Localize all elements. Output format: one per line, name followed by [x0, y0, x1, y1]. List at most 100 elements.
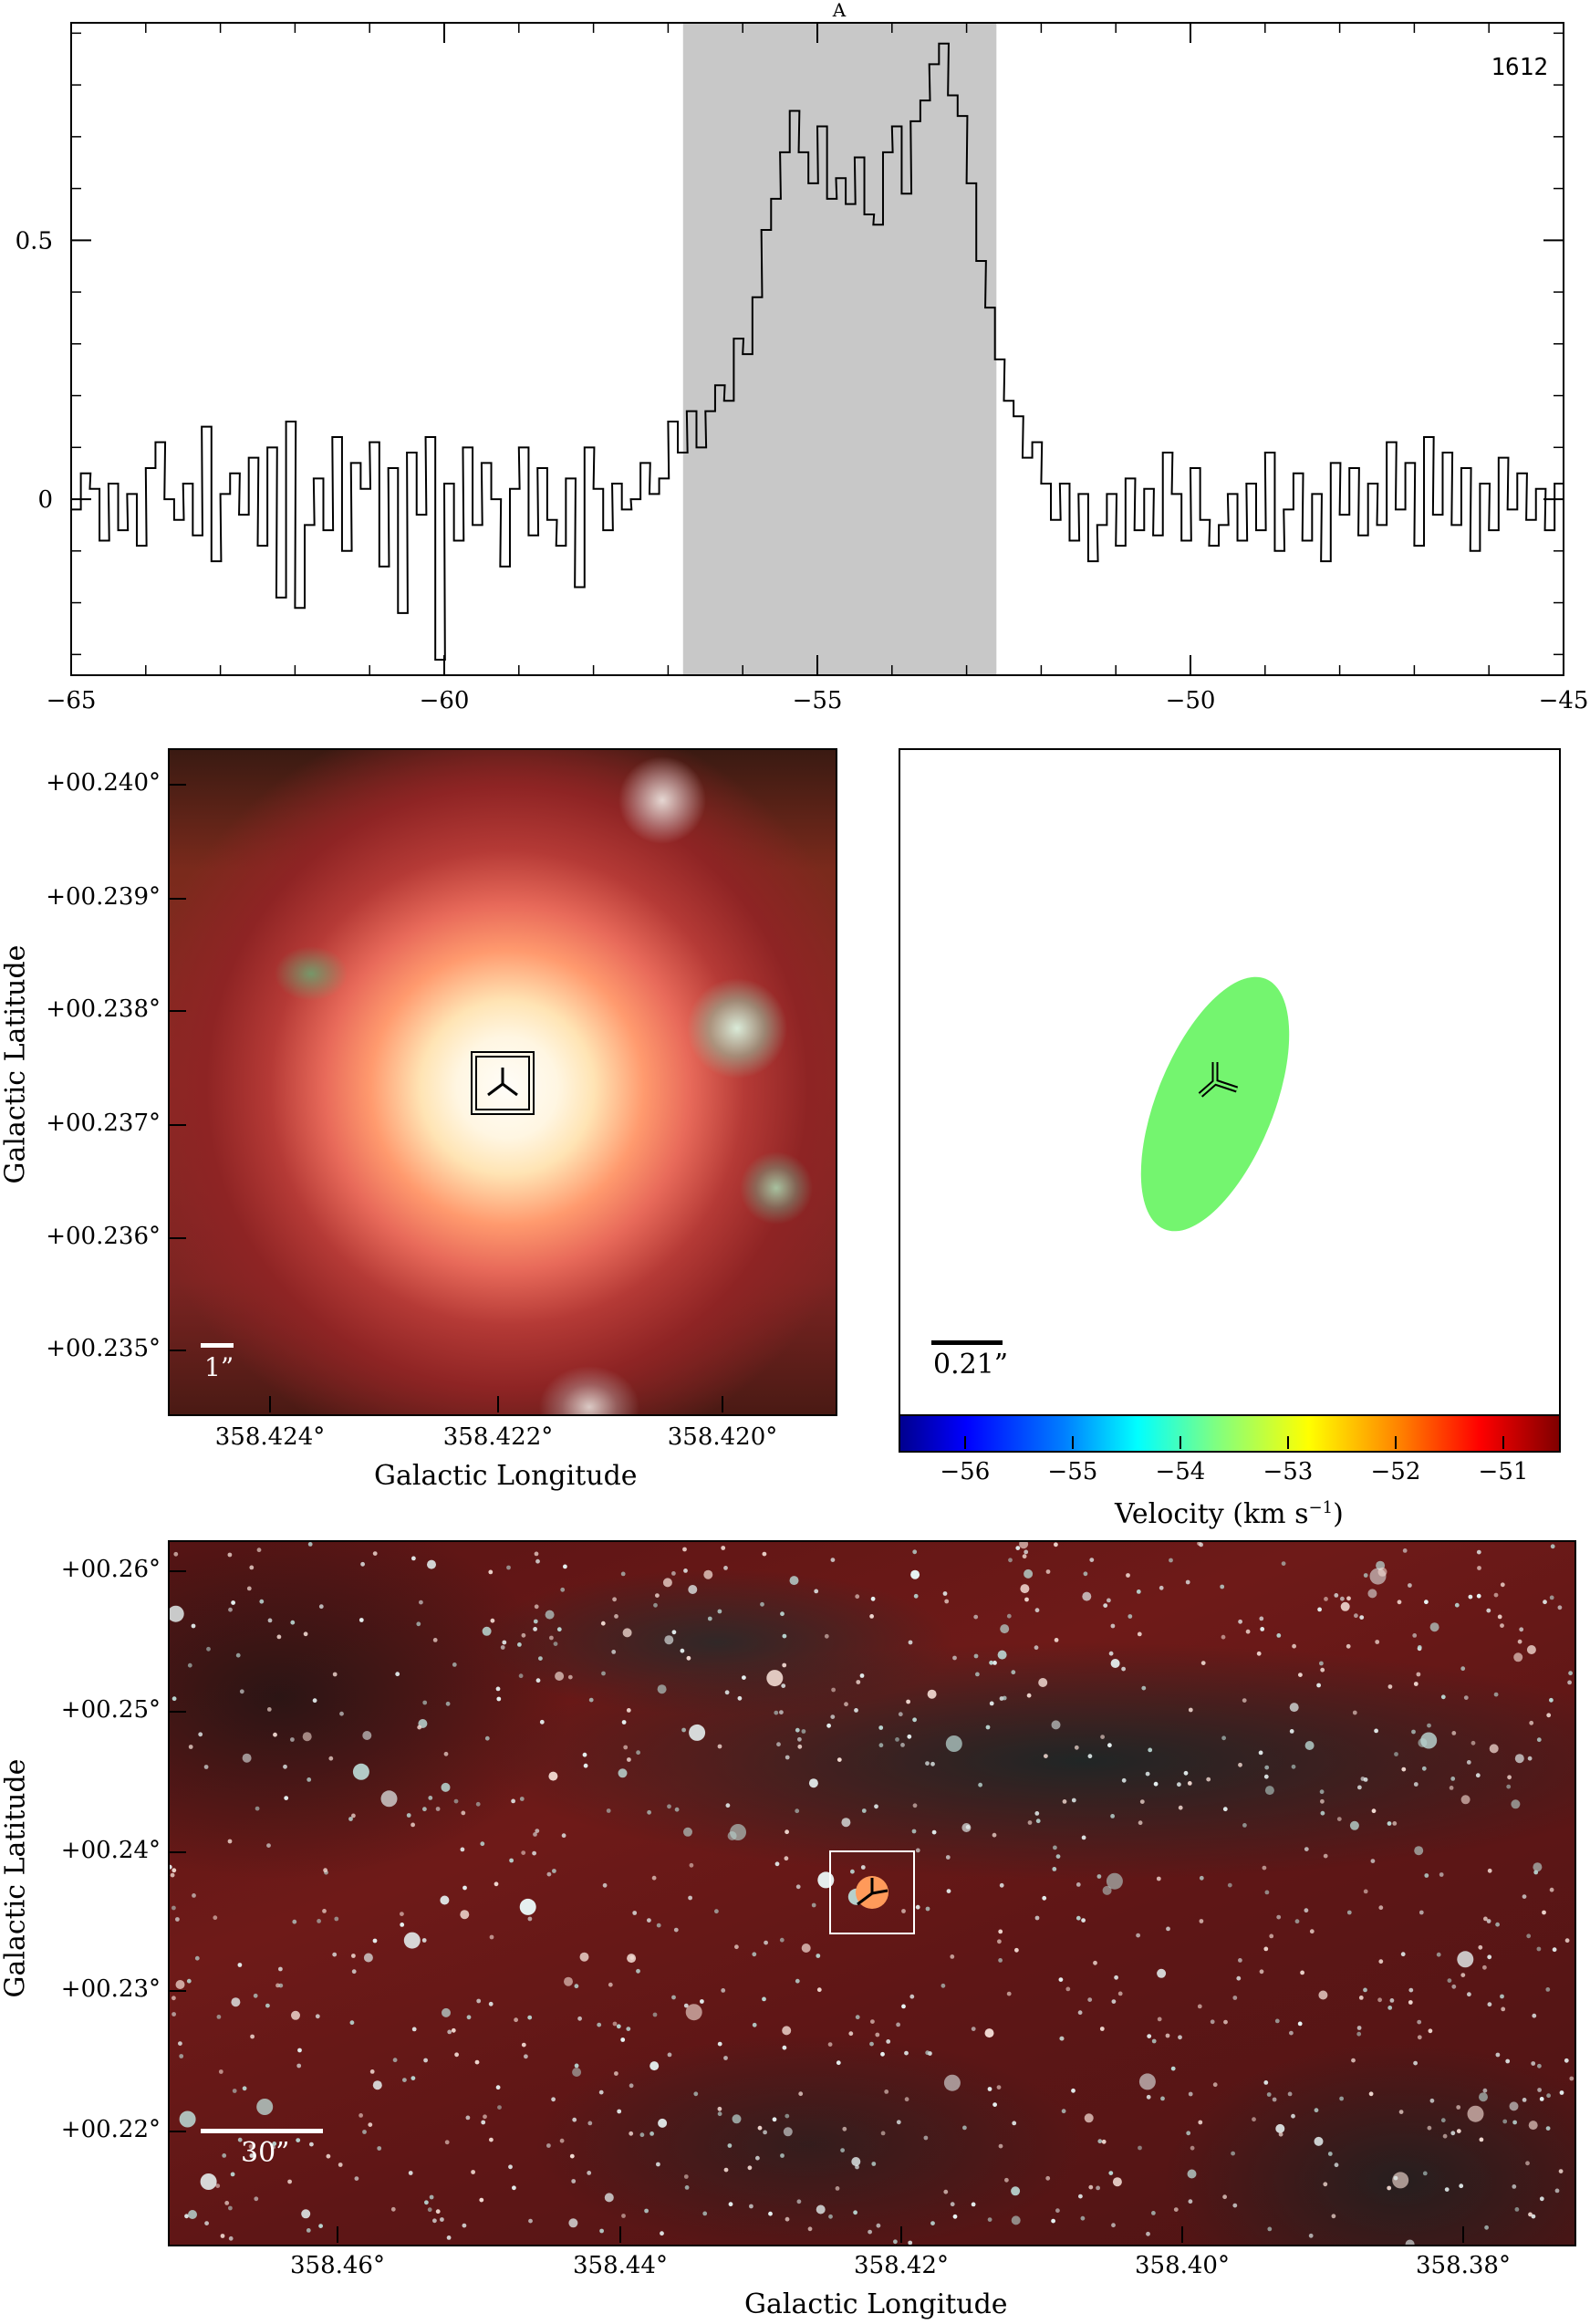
star	[1011, 2186, 1021, 2196]
star	[1166, 1926, 1170, 1932]
star	[255, 1806, 260, 1811]
star	[616, 2024, 621, 2029]
star	[483, 2114, 487, 2120]
star	[323, 1868, 327, 1873]
star	[1450, 1777, 1456, 1781]
colorbar-tick-label: −52	[1370, 1458, 1421, 1485]
star	[242, 1753, 252, 1763]
star	[206, 1646, 211, 1652]
star	[854, 1708, 858, 1713]
star	[460, 1910, 470, 1920]
star	[898, 1712, 903, 1717]
star	[1323, 2182, 1328, 2187]
star	[1468, 1594, 1473, 1600]
star	[1291, 1764, 1296, 1769]
star	[1304, 1908, 1309, 1913]
star	[471, 2170, 475, 2174]
star	[1482, 1964, 1487, 1970]
star	[1394, 1752, 1398, 1756]
star	[422, 1700, 428, 1705]
star	[652, 2012, 658, 2017]
star	[1401, 1766, 1407, 1772]
star	[1051, 2218, 1055, 2224]
star	[213, 1915, 218, 1921]
star	[1358, 1996, 1364, 2000]
star	[248, 2144, 254, 2149]
star	[514, 2017, 518, 2023]
star	[1408, 1583, 1412, 1588]
star	[200, 2173, 217, 2190]
colorbar-tick-label: −51	[1478, 1458, 1529, 1485]
star	[1157, 1968, 1167, 1978]
star	[1320, 1798, 1325, 1804]
star	[587, 2171, 592, 2175]
star	[377, 2146, 382, 2151]
star	[1110, 1623, 1116, 1629]
x-tick-label: 358.422°	[442, 1423, 554, 1451]
star	[1087, 1754, 1093, 1759]
star	[1454, 1602, 1460, 1608]
star	[667, 1804, 671, 1809]
star	[614, 1614, 618, 1619]
star	[460, 1847, 465, 1852]
star	[644, 2208, 649, 2214]
star	[1512, 2120, 1517, 2125]
star	[830, 1558, 836, 1562]
colorbar	[899, 1414, 1561, 1453]
star	[479, 2197, 484, 2203]
star	[1356, 2031, 1362, 2037]
velocity-ellipse	[1140, 976, 1290, 1232]
star	[1038, 1678, 1048, 1687]
x-tick	[619, 2226, 621, 2243]
star	[1227, 1882, 1232, 1888]
star	[519, 1797, 525, 1801]
star	[1408, 2000, 1413, 2005]
star	[249, 1565, 255, 1570]
star	[1145, 1771, 1150, 1777]
star	[1269, 1933, 1274, 1939]
star	[685, 2004, 702, 2021]
star	[1316, 1683, 1321, 1688]
star	[1197, 1542, 1201, 1546]
star	[1408, 1987, 1414, 1993]
star	[170, 1872, 175, 1878]
star	[693, 2091, 699, 2097]
star	[782, 1662, 787, 1668]
star	[1506, 1784, 1512, 1789]
star	[1564, 1938, 1570, 1944]
star	[1082, 1591, 1092, 1601]
star	[1264, 1765, 1270, 1770]
star	[851, 2157, 861, 2166]
star	[301, 2209, 311, 2219]
star	[339, 1711, 344, 1716]
star	[359, 1618, 364, 1622]
star	[1289, 2030, 1294, 2036]
star	[446, 2235, 452, 2240]
star	[427, 1559, 436, 1569]
star	[1197, 2004, 1202, 2009]
star	[348, 1817, 353, 1821]
star	[250, 2034, 255, 2039]
star	[1259, 1969, 1264, 1975]
spectrum-chart: −65 −60 −55 −50 −45 00.5 A 1612	[16, 0, 1589, 714]
star	[752, 2022, 757, 2027]
star	[1262, 1865, 1267, 1871]
star	[1487, 1868, 1492, 1873]
star	[1470, 1740, 1476, 1746]
starfield	[170, 1542, 1574, 2245]
star	[762, 1996, 766, 2002]
star	[362, 1731, 372, 1740]
star	[1363, 1573, 1368, 1578]
star	[1052, 1867, 1057, 1871]
star	[782, 2045, 787, 2050]
scalebar-label: 1”	[204, 1352, 234, 1382]
star	[1529, 1720, 1534, 1725]
star	[1110, 1659, 1120, 1668]
star	[533, 1832, 537, 1837]
star	[1138, 1820, 1143, 1826]
star	[1546, 2093, 1551, 2099]
star	[1223, 2019, 1228, 2025]
star	[494, 1881, 499, 1887]
star	[349, 2020, 355, 2026]
star	[878, 1725, 884, 1730]
